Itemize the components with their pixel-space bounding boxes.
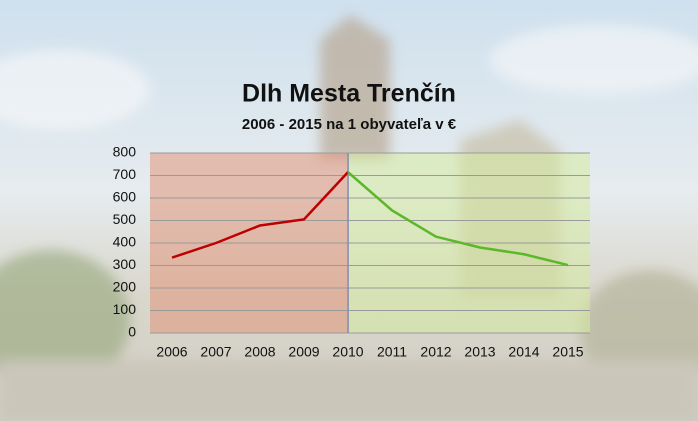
x-tick-label: 2011 [377, 344, 407, 360]
chart-subtitle: 2006 - 2015 na 1 obyvateľa v € [242, 116, 457, 133]
x-tick-label: 2007 [200, 344, 231, 360]
y-tick-label: 800 [113, 144, 137, 160]
x-tick-label: 2006 [156, 344, 187, 360]
chart-title: Dlh Mesta Trenčín [242, 80, 456, 108]
y-tick-label: 0 [128, 324, 136, 340]
x-tick-label: 2014 [508, 344, 539, 360]
y-tick-label: 200 [113, 279, 137, 295]
y-tick-label: 100 [113, 301, 137, 317]
y-tick-label: 500 [113, 211, 137, 227]
x-tick-label: 2009 [288, 344, 319, 360]
y-tick-label: 400 [113, 234, 137, 250]
y-tick-label: 600 [113, 189, 137, 205]
x-tick-label: 2012 [420, 344, 451, 360]
x-tick-label: 2013 [464, 344, 495, 360]
y-tick-label: 700 [113, 166, 137, 182]
x-tick-label: 2008 [244, 344, 275, 360]
series-line [347, 171, 569, 267]
x-tick-label: 2015 [552, 344, 583, 360]
y-tick-label: 300 [113, 256, 137, 272]
x-tick-label: 2010 [332, 344, 363, 360]
series-line [171, 171, 349, 259]
